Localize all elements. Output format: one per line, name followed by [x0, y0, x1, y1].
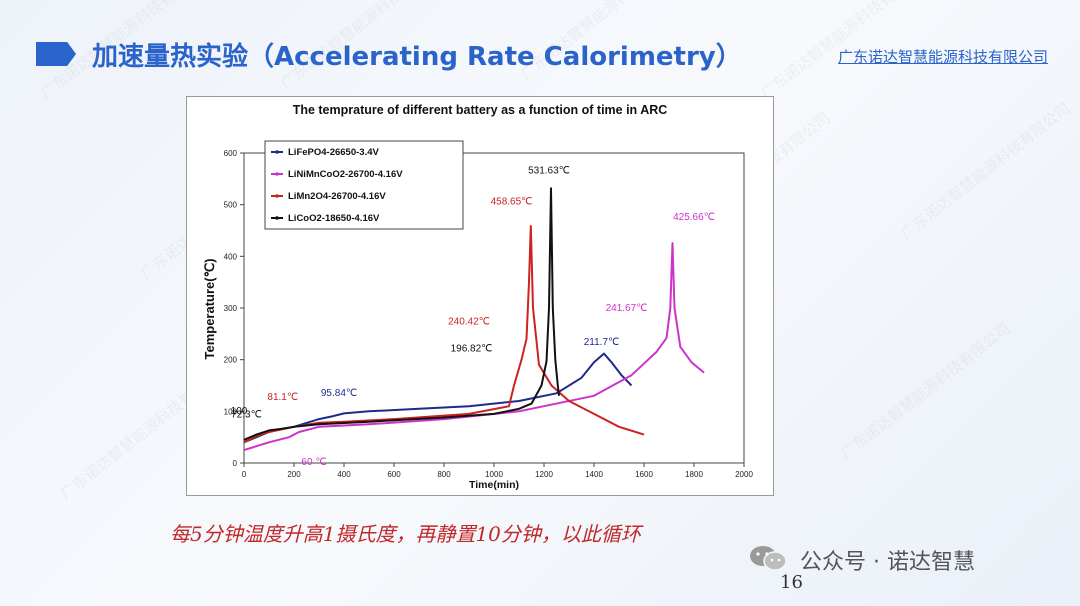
chart-legend: LiFePO4-26650-3.4V LiNiMnCoO2-26700-4.16V… [264, 140, 464, 230]
x-tick-label: 1600 [635, 470, 653, 479]
company-link[interactable]: 广东诺达智慧能源科技有限公司 [837, 48, 1048, 66]
x-tick-label: 2000 [735, 470, 753, 479]
x-tick-label: 400 [337, 470, 351, 479]
x-axis-label: Time(min) [469, 479, 519, 491]
series-line-3 [243, 187, 560, 441]
y-tick-label: 500 [224, 201, 238, 210]
x-tick-label: 1000 [485, 470, 503, 479]
series-line-2 [243, 225, 645, 444]
data-label-8: 81.1℃ [267, 392, 298, 403]
data-label-10: 60 ℃ [301, 457, 326, 468]
data-label-7: 95.84℃ [321, 388, 357, 399]
data-label-2: 425.66℃ [673, 212, 715, 223]
data-label-9: 72.3℃ [231, 410, 262, 421]
data-label-6: 211.7℃ [584, 337, 620, 348]
legend-entry-0: LiFePO4-26650-3.4V [288, 147, 379, 158]
y-tick-label: 0 [233, 459, 238, 468]
arc-line-chart: The temprature of different battery as a… [202, 103, 754, 491]
data-label-5: 196.82℃ [451, 343, 493, 354]
watermark-text: 广东诺达智慧能源科技有限公司 [897, 99, 1074, 243]
x-tick-label: 0 [242, 470, 247, 479]
chart-container: The temprature of different battery as a… [186, 96, 774, 496]
data-label-4: 241.67℃ [606, 303, 648, 314]
annotation-layer: 531.63℃ 458.65℃ 425.66℃ 240.42℃ 241.67℃ 196.8… [231, 166, 715, 468]
legend-marker-1 [275, 172, 279, 176]
legend-marker-3 [275, 216, 279, 220]
x-tick-label: 600 [387, 470, 401, 479]
title-marker [36, 42, 76, 66]
x-tick-label: 1800 [685, 470, 703, 479]
series-line-1 [243, 242, 705, 452]
legend-entry-3: LiCoO2-18650-4.16V [288, 213, 380, 224]
chart-title: The temprature of different battery as a… [293, 103, 668, 117]
axes-group: 0 200 400 600 800 1000 1200 1400 1600 1800 2000 0 10… [224, 149, 754, 479]
page-number: 16 [780, 572, 803, 593]
data-label-11: 100 [231, 406, 248, 417]
slide-caption: 每5分钟温度升高1摄氏度，再静置10分钟，以此循环 [170, 522, 641, 546]
series-layer [243, 187, 705, 452]
watermark-text: 广东诺达智慧能源科技有限公司 [837, 319, 1014, 463]
series-line-0 [243, 352, 633, 444]
legend-entry-2: LiMn2O4-26700-4.16V [288, 191, 386, 202]
y-tick-label: 200 [224, 356, 238, 365]
slide-title: 加速量热实验（Accelerating Rate Calorimetry） [92, 42, 742, 72]
y-tick-label: 600 [224, 149, 238, 158]
y-tick-label: 300 [224, 304, 238, 313]
x-tick-label: 1200 [535, 470, 553, 479]
legend-marker-0 [275, 150, 279, 154]
x-tick-label: 800 [437, 470, 451, 479]
wechat-account: 公众号 · 诺达智慧 [800, 550, 975, 575]
x-tick-label: 200 [287, 470, 301, 479]
data-label-3: 240.42℃ [448, 317, 490, 328]
legend-entry-1: LiNiMnCoO2-26700-4.16V [288, 169, 403, 180]
data-label-1: 458.65℃ [491, 197, 533, 208]
y-tick-label: 400 [224, 252, 238, 261]
legend-marker-2 [275, 194, 279, 198]
x-tick-label: 1400 [585, 470, 603, 479]
y-axis-label: Temperature(℃) [202, 258, 217, 359]
data-label-0: 531.63℃ [528, 166, 570, 177]
legend-box [264, 140, 464, 230]
y-tick-label: 100 [224, 407, 238, 416]
wechat-icon [750, 546, 787, 571]
